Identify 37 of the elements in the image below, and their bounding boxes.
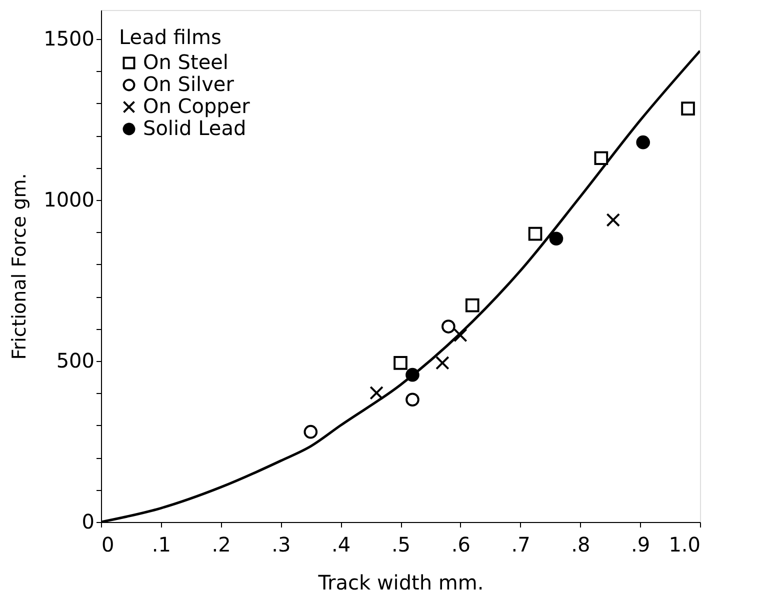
- x-axis-title: Track width mm.: [317, 570, 484, 594]
- point: [406, 368, 420, 382]
- x-tick-label: .7: [511, 532, 530, 556]
- legend-label: Solid Lead: [143, 116, 246, 140]
- x-tick-label: .5: [391, 532, 411, 556]
- legend-title: Lead films: [119, 25, 222, 49]
- point: [370, 386, 384, 400]
- legend-label: On Steel: [143, 50, 228, 74]
- point: [442, 320, 456, 334]
- x-tick-label: 1.0: [668, 532, 700, 556]
- point: [636, 135, 650, 150]
- point: [453, 328, 468, 342]
- point: [594, 151, 608, 166]
- x-tick-label: .1: [152, 532, 171, 556]
- y-tick-label: 1000: [44, 187, 94, 212]
- point: [606, 213, 620, 227]
- legend-label: On Silver: [143, 72, 235, 96]
- x-tick-label: .9: [631, 532, 650, 556]
- x-tick-label: 0: [102, 532, 114, 556]
- y-tick-label: 1500: [44, 26, 94, 50]
- point: [304, 424, 318, 439]
- x-tick-label: .6: [451, 532, 470, 556]
- x-tick-label: .8: [571, 532, 590, 556]
- x-tick-label: .3: [272, 532, 291, 556]
- y-axis-title: Frictional Force gm.: [8, 173, 31, 360]
- point: [436, 356, 450, 370]
- point: [528, 226, 542, 241]
- point: [406, 392, 420, 407]
- point: [549, 232, 564, 246]
- legend-label: On Copper: [143, 94, 251, 118]
- y-tick-label: 0: [82, 510, 94, 534]
- point: [681, 102, 695, 116]
- point: [394, 356, 408, 370]
- point: [465, 298, 480, 312]
- y-tick-label: 500: [56, 348, 94, 372]
- x-tick-label: .4: [332, 532, 351, 556]
- x-tick-label: .2: [212, 532, 231, 556]
